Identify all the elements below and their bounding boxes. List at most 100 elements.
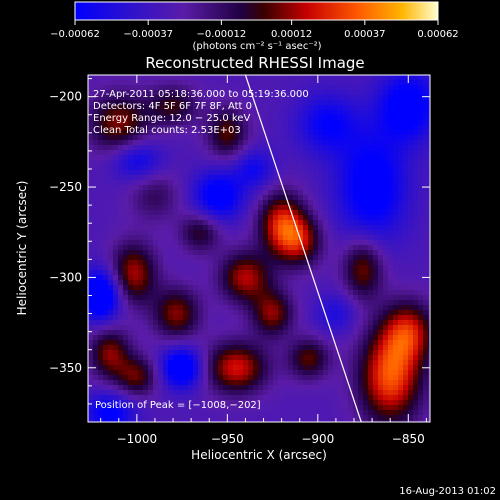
heatmap-cell (118, 265, 124, 271)
heatmap-cell (213, 350, 219, 356)
heatmap-cell (218, 205, 224, 211)
heatmap-cell (148, 115, 154, 121)
heatmap-cell (358, 235, 364, 241)
heatmap-cell (398, 305, 404, 311)
heatmap-cell (183, 90, 189, 96)
heatmap-cell (218, 165, 224, 171)
heatmap-cell (163, 370, 169, 376)
heatmap-cell (358, 105, 364, 111)
heatmap-cell (388, 380, 394, 386)
heatmap-cell (268, 170, 274, 176)
heatmap-cell (268, 80, 274, 86)
heatmap-cell (203, 115, 209, 121)
heatmap-cell (198, 140, 204, 146)
heatmap-cell (198, 150, 204, 156)
heatmap-cell (103, 185, 109, 191)
plot-frame (87, 74, 431, 423)
heatmap-cell (368, 350, 374, 356)
heatmap-cell (408, 130, 414, 136)
heatmap-cell (173, 275, 179, 281)
heatmap-cell (333, 320, 339, 326)
heatmap-cell (273, 275, 279, 281)
heatmap-cell (108, 155, 114, 161)
heatmap-cell (98, 295, 104, 301)
heatmap-cell (223, 265, 229, 271)
heatmap-cell (223, 370, 229, 376)
heatmap-cell (258, 350, 264, 356)
heatmap-cell (323, 135, 329, 141)
heatmap-cell (208, 320, 214, 326)
heatmap-cell (318, 115, 324, 121)
heatmap-cell (363, 180, 369, 186)
heatmap-cell (133, 140, 139, 146)
heatmap-cell (183, 105, 189, 111)
heatmap-cell (313, 295, 319, 301)
heatmap-cell (303, 195, 309, 201)
heatmap-cell (273, 390, 279, 396)
heatmap-cell (328, 215, 334, 221)
heatmap-cell (213, 185, 219, 191)
heatmap-cell (163, 345, 169, 351)
heatmap-cell (158, 340, 164, 346)
heatmap-cell (253, 175, 259, 181)
heatmap-cell (418, 290, 424, 296)
heatmap-cell (108, 355, 114, 361)
heatmap-cell (198, 105, 204, 111)
heatmap-cell (298, 285, 304, 291)
heatmap-cell (173, 100, 179, 106)
heatmap-cell (208, 90, 214, 96)
heatmap-cell (98, 370, 104, 376)
heatmap-cell (263, 380, 269, 386)
heatmap-cell (408, 155, 414, 161)
heatmap-cell (193, 395, 199, 401)
heatmap-cell (163, 270, 169, 276)
heatmap-cell (298, 330, 304, 336)
heatmap-cell (343, 180, 349, 186)
heatmap-cell (393, 390, 399, 396)
heatmap-cell (93, 200, 99, 206)
heatmap-cell (313, 115, 319, 121)
heatmap-cell (223, 405, 229, 411)
heatmap-cell (218, 130, 224, 136)
heatmap-cell (323, 175, 329, 181)
heatmap-cell (143, 270, 149, 276)
heatmap-cell (298, 375, 304, 381)
heatmap-cell (378, 195, 384, 201)
heatmap-cell (353, 255, 359, 261)
heatmap-cell (198, 400, 204, 406)
heatmap-cell (148, 415, 154, 421)
heatmap-cell (383, 275, 389, 281)
heatmap-cell (178, 260, 184, 266)
heatmap-cell (98, 410, 104, 416)
heatmap-cell (183, 350, 189, 356)
heatmap-cell (338, 150, 344, 156)
heatmap-cell (143, 115, 149, 121)
heatmap-cell (243, 130, 249, 136)
heatmap-cell (428, 185, 431, 191)
heatmap-cell (243, 360, 249, 366)
heatmap-cell (203, 400, 209, 406)
heatmap-cell (108, 100, 114, 106)
heatmap-cell (113, 335, 119, 341)
heatmap-cell (88, 195, 94, 201)
heatmap-cell (198, 75, 204, 81)
heatmap-cell (398, 370, 404, 376)
heatmap-cell (88, 190, 94, 196)
heatmap-cell (123, 330, 129, 336)
heatmap-cell (363, 325, 369, 331)
heatmap-cell (263, 165, 269, 171)
heatmap-cell (213, 115, 219, 121)
heatmap-cell (378, 155, 384, 161)
heatmap-cell (338, 110, 344, 116)
heatmap-cell (258, 290, 264, 296)
heatmap-cell (113, 360, 119, 366)
heatmap-cell (338, 325, 344, 331)
heatmap-cell (248, 280, 254, 286)
heatmap-cell (238, 335, 244, 341)
heatmap-cell (413, 335, 419, 341)
heatmap-cell (333, 285, 339, 291)
heatmap-cell (233, 390, 239, 396)
heatmap-cell (278, 120, 284, 126)
heatmap-cell (338, 230, 344, 236)
heatmap-cell (143, 135, 149, 141)
